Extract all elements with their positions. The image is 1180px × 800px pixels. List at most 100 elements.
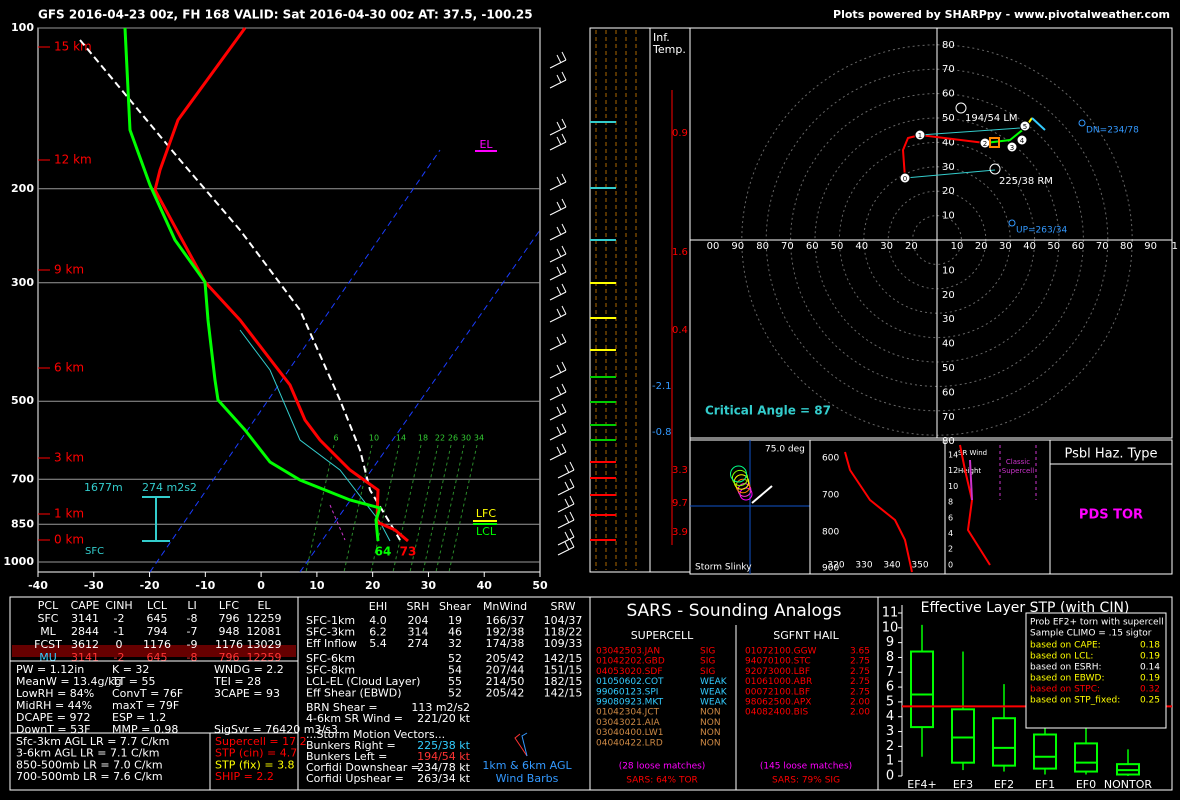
wind-barb-flag xyxy=(561,305,567,315)
parcel-trace xyxy=(79,39,401,541)
wind-barb-flag xyxy=(569,478,575,488)
temp-label: 0 xyxy=(257,579,265,592)
lapse-rate: 3-6km AGL LR = 7.1 C/km xyxy=(16,747,159,760)
parcel-cell: 796 xyxy=(219,612,240,625)
parcel-cell: 1176 xyxy=(215,638,243,651)
inf-temp-value: 1.6 xyxy=(672,247,688,258)
kin-header: SRH xyxy=(407,600,430,613)
kin-extra: 221/20 kt xyxy=(417,712,471,725)
analog-name: 03042503.JAN xyxy=(596,647,660,657)
kin-cell: 54 xyxy=(448,664,462,677)
legend-row: based on EBWD: xyxy=(1030,674,1105,684)
kin-cell: 174/38 xyxy=(486,637,525,650)
legend-barb xyxy=(521,732,528,757)
wind-barb-flag xyxy=(556,248,562,258)
index-value: PW = 1.12in xyxy=(16,663,84,676)
srwind-tick: 8 xyxy=(948,498,953,507)
ring-label: 30 xyxy=(942,314,955,325)
hodo-trace xyxy=(1031,117,1046,131)
srwind-tick: 14 xyxy=(948,451,958,460)
theta-value-label: 330 xyxy=(855,561,872,571)
kin-header: SRW xyxy=(550,600,575,613)
wind-barb-flag xyxy=(561,383,567,393)
inf-temp-value: 0.4 xyxy=(672,325,688,336)
wind-barb-flag xyxy=(561,223,567,233)
legend-value: 0.25 xyxy=(1140,696,1160,706)
parcel-header: LCL xyxy=(147,599,168,612)
stp-tick-label: 6 xyxy=(886,680,894,695)
wind-barb xyxy=(557,536,575,546)
wind-barb-flag xyxy=(561,71,567,81)
wind-barb-flag xyxy=(564,481,570,491)
parcel-cell: 645 xyxy=(147,651,168,664)
parcel-cell: -1 xyxy=(114,625,125,638)
sars-matches: (28 loose matches) xyxy=(619,762,706,772)
mixing-ratio-line xyxy=(409,444,439,573)
wind-barb-flag xyxy=(561,118,567,128)
wind-barb-flag xyxy=(564,514,570,524)
ring-label: 80 xyxy=(942,436,955,447)
kin-cell: 52 xyxy=(448,687,462,700)
pressure-label: 100 xyxy=(11,21,34,34)
rm-label: 225/38 RM xyxy=(999,176,1053,187)
kin-extra: BRN Shear = xyxy=(306,701,378,714)
ring-label: 40 xyxy=(1023,241,1036,252)
temperature-trace xyxy=(153,27,409,543)
wind-barb xyxy=(549,291,567,301)
parcel-cell: FCST xyxy=(34,638,62,651)
wind-barb-flag xyxy=(556,266,562,276)
stp-tick-label: 1 xyxy=(886,754,894,769)
wind-barb xyxy=(549,341,567,351)
slinky-ring xyxy=(733,474,750,490)
lfc-label: LFC xyxy=(476,507,496,520)
analog-name: 00072100.LBF xyxy=(745,687,810,697)
ring-label: 90 xyxy=(731,241,744,252)
legend-barb xyxy=(514,733,528,757)
hodo-point xyxy=(1016,134,1028,146)
lapse-rate: 700-500mb LR = 7.6 C/km xyxy=(16,770,163,783)
theta-pressure-label: 600 xyxy=(822,454,839,464)
stp-frame xyxy=(877,596,1173,791)
isotherm xyxy=(149,149,441,573)
parcel-cell: 1176 xyxy=(143,638,171,651)
motion-label: Bunkers Left = xyxy=(306,750,387,763)
composite-index: STP (cin) = 4.7 xyxy=(215,747,297,760)
wind-barb-flag xyxy=(556,386,562,396)
composite-index: SHIP = 2.2 xyxy=(215,770,274,783)
legend-value: 0.19 xyxy=(1140,652,1160,662)
hodo-point-label: 3 xyxy=(1010,144,1014,152)
stp-title: Effective Layer STP (with CIN) xyxy=(921,600,1130,616)
mixing-ratio-label: 34 xyxy=(474,434,484,443)
hodograph-frame xyxy=(689,27,1173,439)
hodo-trace xyxy=(901,133,986,179)
hodo-point-label: 5 xyxy=(1023,123,1027,131)
wind-barb-flag xyxy=(561,245,567,255)
parcel-header: CAPE xyxy=(71,599,100,612)
analog-class: NON xyxy=(700,728,721,738)
wind-barb-flag xyxy=(564,541,570,551)
wind-barb-flag xyxy=(561,403,567,413)
wind-barb-flag xyxy=(556,364,562,374)
srwind-trace xyxy=(959,444,991,566)
theta-value-label: 350 xyxy=(911,561,928,571)
parcel-cell: 645 xyxy=(147,612,168,625)
pressure-label: 200 xyxy=(11,182,34,195)
sars-header: SUPERCELL xyxy=(631,629,694,642)
stp-box xyxy=(1074,742,1098,773)
analog-name: 03043021.AIA xyxy=(596,718,660,728)
stp-box xyxy=(910,650,934,729)
hodo-point xyxy=(1019,120,1031,132)
stp-box xyxy=(992,717,1016,767)
ring-label: 70 xyxy=(942,412,955,423)
lm-label: 194/54 LM xyxy=(965,113,1018,124)
wind-barb xyxy=(549,79,567,89)
wind-barb xyxy=(549,271,567,281)
wind-barb xyxy=(549,181,567,191)
index-value: TT = 55 xyxy=(111,675,155,688)
slinky-title: Storm Slinky xyxy=(695,563,752,573)
index-value: ESP = 1.2 xyxy=(112,711,166,724)
hodo-mean-wind xyxy=(989,137,1000,148)
storm-type: Supercell xyxy=(1002,467,1034,475)
analog-class: WEAK xyxy=(700,687,728,697)
index-value: 3CAPE = 93 xyxy=(214,687,280,700)
